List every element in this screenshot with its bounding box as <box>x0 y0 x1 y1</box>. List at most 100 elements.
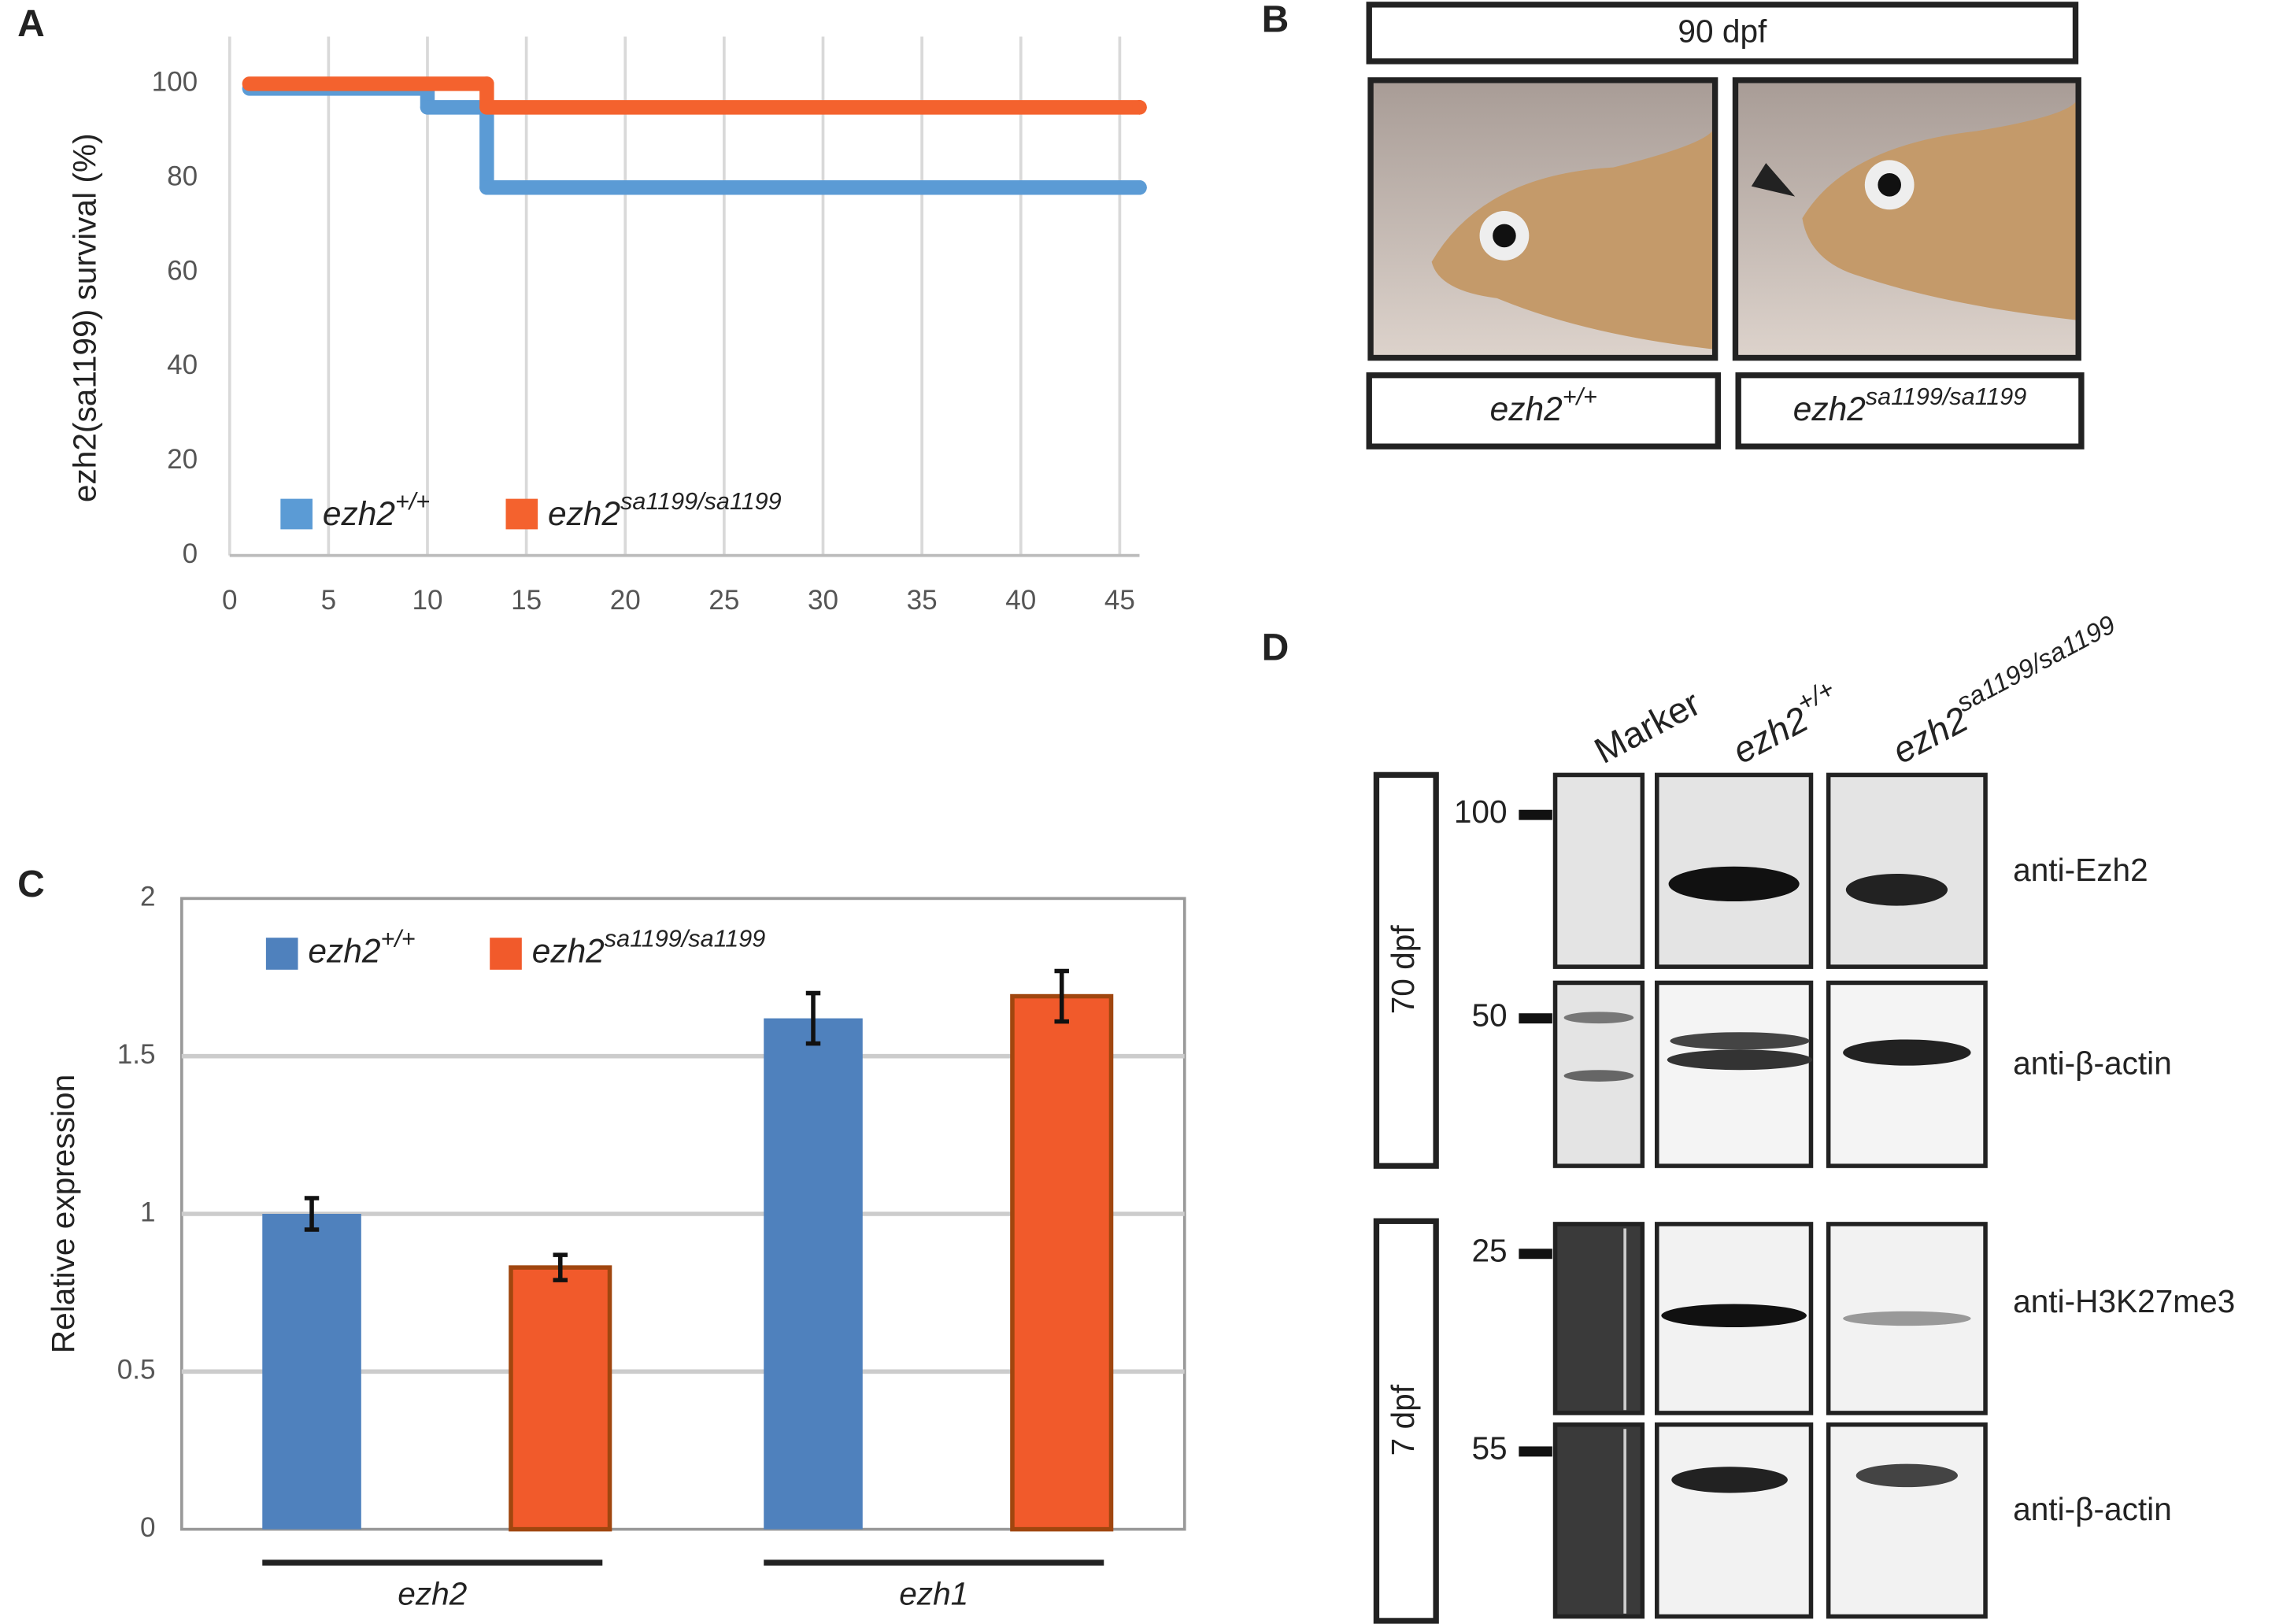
band <box>1670 1032 1810 1050</box>
band <box>1843 1039 1971 1066</box>
y-tick-label: 0.5 <box>117 1355 156 1385</box>
x-tick-label: ezh1 <box>899 1575 968 1611</box>
band <box>1563 1012 1634 1024</box>
rich-label: ezh2sa1199/sa1199 <box>548 488 782 532</box>
panel-label: D <box>1262 627 1289 668</box>
x-tick-label: 20 <box>610 585 641 616</box>
blot <box>1655 1422 1814 1619</box>
label-sup: sa1199/sa1199 <box>1866 383 2027 410</box>
x-tick-label: ezh2 <box>398 1575 467 1611</box>
fish-pupil <box>1493 224 1516 248</box>
marker-tick <box>1519 809 1552 820</box>
bar <box>764 1018 863 1530</box>
bar <box>509 1265 612 1532</box>
x-tick-label: 45 <box>1104 585 1135 616</box>
label-text: Marker <box>1588 683 1707 771</box>
fish-pupil <box>1878 173 1901 197</box>
bar <box>262 1214 361 1530</box>
fish <box>1802 102 2076 320</box>
stage-label: 70 dpf <box>1385 925 1421 1015</box>
y-tick-label: 1 <box>140 1197 156 1227</box>
x-tick-label: 0 <box>222 585 238 616</box>
label-sup: sa1199/sa1199 <box>605 926 766 953</box>
blot <box>1552 1222 1645 1415</box>
error-bar <box>553 1252 568 1282</box>
antibody-label: anti-β-actin <box>2013 1045 2172 1081</box>
y-axis-label: ezh2(sa1199) survival (%) <box>67 133 103 502</box>
rich-label: ezh2+/+ <box>308 926 415 970</box>
y-tick-label: 2 <box>140 882 156 912</box>
stage-label: 7 dpf <box>1385 1384 1421 1456</box>
blot <box>1655 980 1814 1168</box>
x-tick-label: 5 <box>321 585 337 616</box>
x-tick-label: 40 <box>1005 585 1036 616</box>
band <box>1667 1049 1813 1071</box>
legend-swatch <box>490 938 522 970</box>
panel-label: A <box>17 3 45 45</box>
band <box>1845 873 1948 906</box>
label-text: ezh2 <box>323 495 395 532</box>
stage-box <box>1373 771 1439 1169</box>
header: 90 dpf <box>1678 13 1767 50</box>
error-bar <box>1054 968 1069 1024</box>
rich-label: Marker <box>1588 683 1707 771</box>
band <box>1843 1311 1971 1326</box>
band <box>1563 1070 1634 1082</box>
fish <box>1431 131 1712 350</box>
blot <box>1552 772 1645 969</box>
blot <box>1826 772 1988 969</box>
y-tick-label: 40 <box>167 350 198 380</box>
label-sup: +/+ <box>380 926 415 953</box>
stage-box <box>1373 1218 1439 1624</box>
label-sup: +/+ <box>1563 383 1597 410</box>
blot <box>1552 1422 1645 1619</box>
header-box <box>1366 2 2079 65</box>
blot <box>1826 1422 1988 1619</box>
rich-label: ezh2+/+ <box>1722 675 1848 771</box>
y-tick-label: 60 <box>167 255 198 286</box>
label-sup: sa1199/sa1199 <box>1952 610 2121 718</box>
y-axis-label: Relative expression <box>45 1075 81 1353</box>
legend-swatch <box>265 938 298 970</box>
blots <box>1552 772 1988 1619</box>
x-tick-label: 15 <box>511 585 542 616</box>
error-bar <box>805 990 821 1046</box>
x-tick-label: 30 <box>808 585 838 616</box>
label-text: ezh2 <box>1490 390 1563 427</box>
band <box>1855 1463 1958 1488</box>
panel-label: C <box>17 864 45 905</box>
y-tick-label: 0 <box>183 538 198 569</box>
y-tick-label: 80 <box>167 161 198 192</box>
antibody-label: anti-Ezh2 <box>2013 852 2148 888</box>
x-tick-label: 25 <box>708 585 739 616</box>
antibody-label: anti-H3K27me3 <box>2013 1283 2235 1319</box>
error-bar <box>304 1196 320 1232</box>
rich-label: ezh2sa1199/sa1199 <box>1882 610 2129 771</box>
legend-swatch <box>280 498 313 530</box>
panel-label: B <box>1262 0 1289 41</box>
caption-box <box>1366 372 1722 449</box>
marker-size: 25 <box>1471 1233 1507 1269</box>
marker-tick <box>1519 1013 1552 1024</box>
rich-label: ezh2+/+ <box>323 488 430 532</box>
band <box>1668 866 1800 902</box>
rich-label: ezh2sa1199/sa1199 <box>532 926 766 970</box>
y-tick-label: 20 <box>167 444 198 475</box>
rich-label: ezh2sa1199/sa1199 <box>1793 383 2027 427</box>
band <box>1671 1467 1788 1493</box>
label-text: ezh2 <box>548 495 620 532</box>
band <box>1661 1304 1807 1328</box>
label-text: ezh2 <box>532 933 605 970</box>
y-tick-label: 1.5 <box>117 1039 156 1070</box>
bar <box>1010 993 1114 1532</box>
y-tick-label: 0 <box>140 1512 156 1543</box>
rich-label: ezh2+/+ <box>1490 383 1597 427</box>
marker-size: 100 <box>1454 794 1508 830</box>
label-text: ezh2 <box>1793 390 1866 427</box>
antibody-label: anti-β-actin <box>2013 1491 2172 1527</box>
blot <box>1826 980 1988 1168</box>
x-tick-label: 35 <box>907 585 938 616</box>
marker-tick <box>1519 1446 1552 1457</box>
